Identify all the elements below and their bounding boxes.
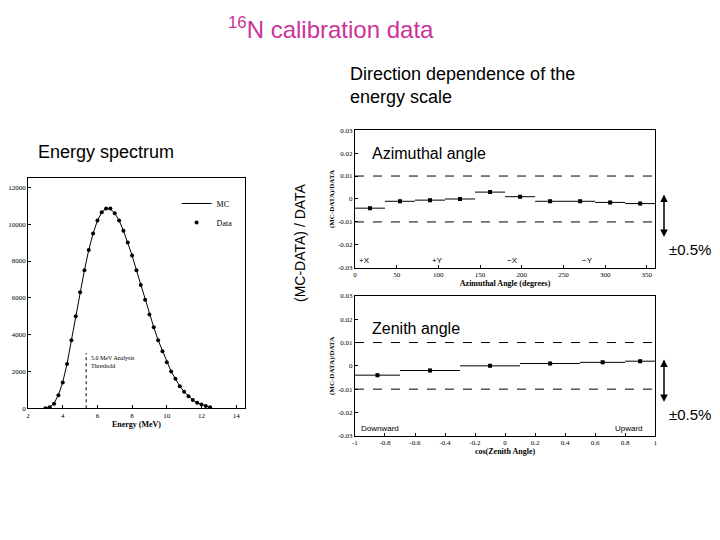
svg-text:−X: −X <box>507 256 518 265</box>
svg-text:Data: Data <box>217 219 233 228</box>
svg-text:6000: 6000 <box>12 294 27 302</box>
svg-text:Energy spectrum: Energy spectrum <box>38 142 174 162</box>
svg-text:-0.6: -0.6 <box>409 439 421 447</box>
svg-text:14: 14 <box>233 412 241 420</box>
svg-text:0.02: 0.02 <box>340 150 353 158</box>
svg-text:Zenith angle: Zenith angle <box>372 320 460 337</box>
svg-text:0: 0 <box>349 362 353 370</box>
svg-text:0: 0 <box>22 405 26 413</box>
svg-text:5.0 MeV AnalysisThreshold: 5.0 MeV AnalysisThreshold <box>91 355 135 369</box>
svg-text:12: 12 <box>198 412 206 420</box>
svg-text:4: 4 <box>61 412 65 420</box>
svg-text:0.03: 0.03 <box>340 127 353 135</box>
svg-text:6: 6 <box>96 412 100 420</box>
svg-text:0.02: 0.02 <box>340 316 353 324</box>
svg-text:Direction dependence of theene: Direction dependence of theenergy scale <box>350 64 575 107</box>
svg-text:−Y: −Y <box>582 256 593 265</box>
svg-text:0.8: 0.8 <box>621 439 630 447</box>
svg-text:-0.01: -0.01 <box>338 386 353 394</box>
svg-text:2: 2 <box>26 412 30 420</box>
svg-text:350: 350 <box>642 271 653 279</box>
svg-text:Azimuthal angle: Azimuthal angle <box>372 145 486 162</box>
svg-text:MC: MC <box>217 200 229 209</box>
svg-text:1: 1 <box>653 439 657 447</box>
svg-text:​16​N calibration data: ​16​N calibration data <box>228 13 434 43</box>
svg-text:4000: 4000 <box>12 331 27 339</box>
svg-text:150: 150 <box>475 271 486 279</box>
svg-text:-0.03: -0.03 <box>338 264 353 272</box>
svg-text:8000: 8000 <box>12 257 27 265</box>
svg-text:10000: 10000 <box>8 221 26 229</box>
svg-text:0: 0 <box>349 195 353 203</box>
svg-text:Azimuthal Angle (degrees): Azimuthal Angle (degrees) <box>460 279 551 288</box>
svg-text:8: 8 <box>130 412 134 420</box>
svg-text:2000: 2000 <box>12 368 27 376</box>
svg-text:±0.5%: ±0.5% <box>669 241 711 258</box>
svg-text:12000: 12000 <box>8 184 26 192</box>
svg-text:10: 10 <box>163 412 171 420</box>
svg-text:-0.02: -0.02 <box>338 241 353 249</box>
svg-text:100: 100 <box>433 271 444 279</box>
svg-text:(MC-DATA)/DATA: (MC-DATA)/DATA <box>328 337 336 395</box>
svg-text:0: 0 <box>353 271 357 279</box>
svg-text:50: 50 <box>393 271 401 279</box>
svg-text:0.01: 0.01 <box>340 339 353 347</box>
svg-text:(MC-DATA)/DATA: (MC-DATA)/DATA <box>328 170 336 228</box>
svg-text:-0.2: -0.2 <box>470 439 482 447</box>
svg-text:-0.01: -0.01 <box>338 218 353 226</box>
svg-text:-0.03: -0.03 <box>338 432 353 440</box>
svg-text:±0.5%: ±0.5% <box>669 406 711 423</box>
svg-text:0.2: 0.2 <box>531 439 540 447</box>
svg-text:0.4: 0.4 <box>561 439 570 447</box>
svg-text:Downward: Downward <box>361 424 399 433</box>
svg-text:-0.8: -0.8 <box>379 439 391 447</box>
svg-text:250: 250 <box>558 271 569 279</box>
svg-text:0.01: 0.01 <box>340 172 353 180</box>
svg-text:0.6: 0.6 <box>591 439 600 447</box>
svg-text:0: 0 <box>503 439 507 447</box>
svg-text:+X: +X <box>359 256 370 265</box>
svg-text:0.03: 0.03 <box>340 292 353 300</box>
svg-text:Energy (MeV): Energy (MeV) <box>112 420 161 429</box>
svg-text:cos(Zenith Angle): cos(Zenith Angle) <box>475 447 536 456</box>
svg-text:-0.02: -0.02 <box>338 409 353 417</box>
svg-text:-0.4: -0.4 <box>439 439 451 447</box>
svg-text:Upward: Upward <box>615 424 643 433</box>
svg-text:(MC-DATA) / DATA: (MC-DATA) / DATA <box>292 183 308 302</box>
svg-text:200: 200 <box>517 271 528 279</box>
svg-text:-1: -1 <box>352 439 358 447</box>
svg-text:+Y: +Y <box>432 256 443 265</box>
svg-text:300: 300 <box>600 271 611 279</box>
